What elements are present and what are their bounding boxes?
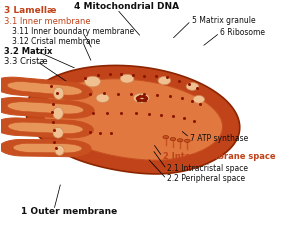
Ellipse shape	[133, 93, 149, 103]
Text: 3.11 Inner boundary membrane: 3.11 Inner boundary membrane	[12, 27, 134, 36]
Polygon shape	[43, 79, 223, 160]
Text: 4 Mitochondrial DNA: 4 Mitochondrial DNA	[74, 2, 180, 11]
Ellipse shape	[55, 146, 64, 155]
Ellipse shape	[53, 127, 63, 138]
Ellipse shape	[184, 139, 190, 142]
Polygon shape	[13, 143, 82, 153]
Text: 3.3 Cristæ: 3.3 Cristæ	[4, 57, 47, 66]
Text: 2.2 Peripheral space: 2.2 Peripheral space	[167, 174, 245, 183]
Ellipse shape	[120, 74, 134, 83]
Polygon shape	[0, 139, 91, 157]
Text: 3.12 Cristal membrane: 3.12 Cristal membrane	[12, 37, 100, 46]
Polygon shape	[0, 77, 92, 100]
Polygon shape	[8, 122, 83, 134]
Text: 2.1 Intracristal space: 2.1 Intracristal space	[167, 164, 248, 173]
Ellipse shape	[170, 137, 176, 141]
Polygon shape	[0, 98, 94, 118]
Ellipse shape	[158, 76, 171, 85]
Text: 6 Ribosome: 6 Ribosome	[220, 28, 265, 37]
Text: 3 Lamellæ: 3 Lamellæ	[4, 6, 56, 15]
Text: 3.2 Matrix: 3.2 Matrix	[4, 47, 52, 56]
Polygon shape	[26, 65, 240, 174]
Ellipse shape	[53, 87, 64, 99]
Ellipse shape	[85, 76, 101, 87]
Polygon shape	[0, 118, 93, 138]
Text: 2 Intermembrane space: 2 Intermembrane space	[163, 152, 275, 161]
Ellipse shape	[163, 135, 169, 139]
Text: 3.1 Inner membrane: 3.1 Inner membrane	[4, 17, 90, 26]
Text: 5 Matrix granule: 5 Matrix granule	[192, 16, 255, 25]
Ellipse shape	[96, 94, 109, 102]
Polygon shape	[7, 102, 84, 114]
Ellipse shape	[177, 139, 183, 142]
Text: 1 Outer membrane: 1 Outer membrane	[21, 207, 117, 216]
Ellipse shape	[193, 96, 205, 103]
Ellipse shape	[53, 107, 63, 119]
Polygon shape	[7, 82, 82, 95]
Text: 7 ATP synthase: 7 ATP synthase	[190, 134, 248, 143]
Ellipse shape	[186, 83, 199, 90]
